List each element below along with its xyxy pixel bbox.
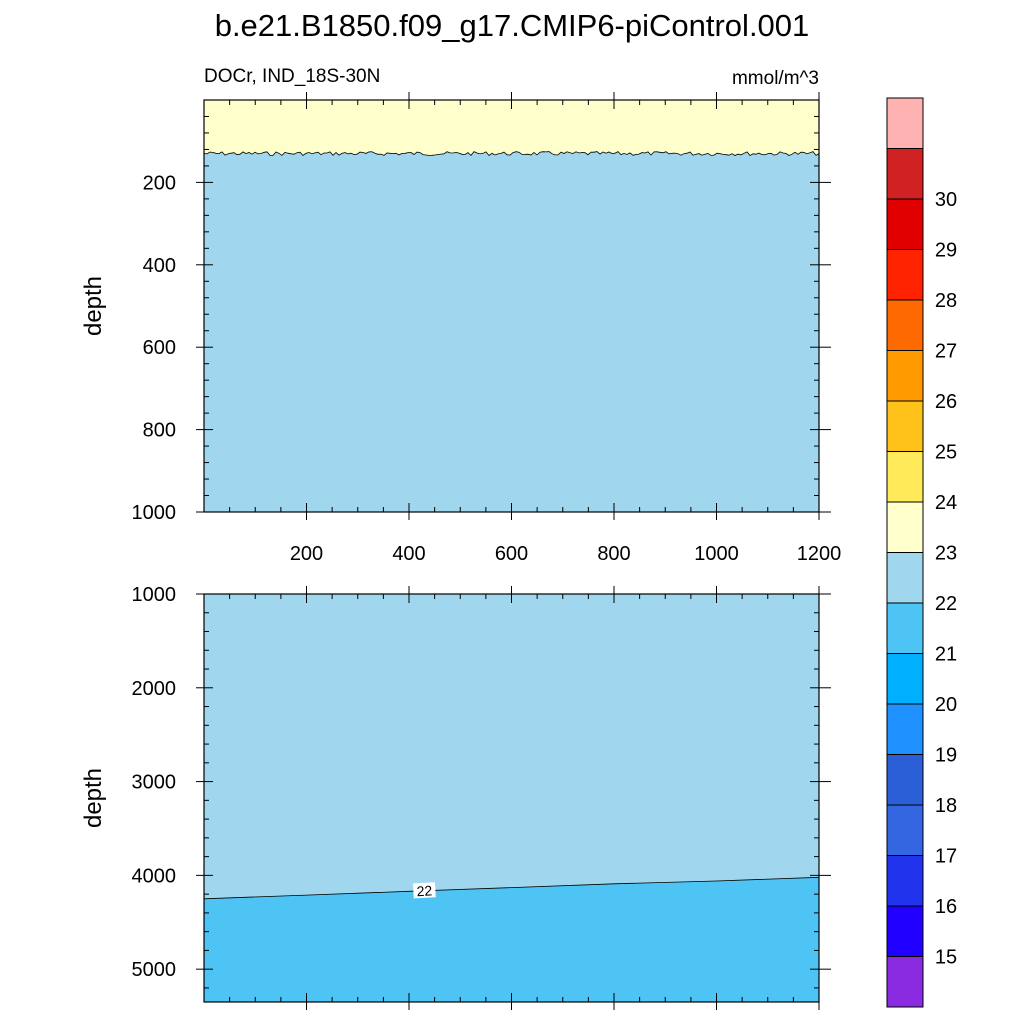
colorbar-box <box>886 703 924 755</box>
colorbar: 15 16 17 18 19 20 21 22 23 24 25 26 27 28 29 30 <box>886 97 957 1008</box>
colorbar-label: 16 <box>935 896 957 918</box>
colorbar-label: 26 <box>935 391 957 413</box>
colorbar-label: 28 <box>935 290 957 312</box>
colorbar-label: 24 <box>935 492 957 514</box>
colorbar-box <box>886 451 924 503</box>
colorbar-box <box>886 552 924 604</box>
y-axis-label: depth <box>80 276 107 336</box>
colorbar-label: 30 <box>935 189 957 211</box>
colorbar-box <box>886 97 924 149</box>
colorbar-box <box>886 754 924 806</box>
colorbar-label: 17 <box>935 846 957 868</box>
x-tick-label: 1000 <box>694 543 739 565</box>
colorbar-label: 29 <box>935 240 957 262</box>
colorbar-label: 19 <box>935 745 957 767</box>
y-tick-label: 1000 <box>132 584 177 606</box>
y-tick-label: 3000 <box>132 772 177 794</box>
colorbar-box <box>886 653 924 705</box>
colorbar-box <box>886 198 924 250</box>
x-tick-label: 400 <box>392 543 425 565</box>
y-tick-label: 2000 <box>132 678 177 700</box>
colorbar-box <box>886 804 924 856</box>
right-string: mmol/m^3 <box>732 68 819 89</box>
colorbar-box <box>886 400 924 452</box>
contour-line-22 <box>203 876 820 900</box>
y-tick-label: 4000 <box>132 865 177 887</box>
y-axis-label: depth <box>80 768 107 828</box>
contour-line-23 <box>203 151 820 157</box>
y-tick-label: 600 <box>143 337 176 359</box>
x-tick-label: 200 <box>290 543 323 565</box>
upper-panel: 200 400 600 800 1000 1200 200 400 600 800 1000 dept… <box>80 92 841 565</box>
y-tick-label: 200 <box>143 172 176 194</box>
colorbar-label: 15 <box>935 947 957 969</box>
y-tick-label: 800 <box>143 420 176 442</box>
x-tick-label: 600 <box>495 543 528 565</box>
y-tick-label: 5000 <box>132 959 177 981</box>
colorbar-box <box>886 299 924 351</box>
contour-label-group: 22 <box>412 882 436 899</box>
colorbar-box <box>886 602 924 654</box>
colorbar-box <box>886 350 924 402</box>
colorbar-label: 22 <box>935 593 957 615</box>
y-tick-label: 400 <box>143 255 176 277</box>
x-tick-label: 800 <box>597 543 630 565</box>
colorbar-box <box>886 956 924 1008</box>
lower-panel: 22 1000 2000 3000 4000 5000 depth <box>80 584 831 1010</box>
contour-label-bg <box>412 882 436 899</box>
colorbar-box <box>886 501 924 553</box>
colorbar-label: 20 <box>935 694 957 716</box>
colorbar-label: 23 <box>935 543 957 565</box>
x-tick-label: 1200 <box>797 543 842 565</box>
colorbar-box <box>886 249 924 301</box>
contour-label: 22 <box>416 882 433 899</box>
colorbar-box <box>886 148 924 200</box>
left-string: DOCr, IND_18S-30N <box>204 66 380 87</box>
chart-title: b.e21.B1850.f09_g17.CMIP6-piControl.001 <box>215 8 810 43</box>
colorbar-label: 25 <box>935 442 957 464</box>
colorbar-label: 21 <box>935 644 957 666</box>
region-22-23 <box>204 594 819 899</box>
region-23-24 <box>204 100 819 156</box>
colorbar-label: 27 <box>935 341 957 363</box>
colorbar-box <box>886 905 924 957</box>
colorbar-label: 18 <box>935 795 957 817</box>
colorbar-box <box>886 855 924 907</box>
region-22-23 <box>204 100 819 512</box>
y-tick-label: 1000 <box>132 502 177 524</box>
